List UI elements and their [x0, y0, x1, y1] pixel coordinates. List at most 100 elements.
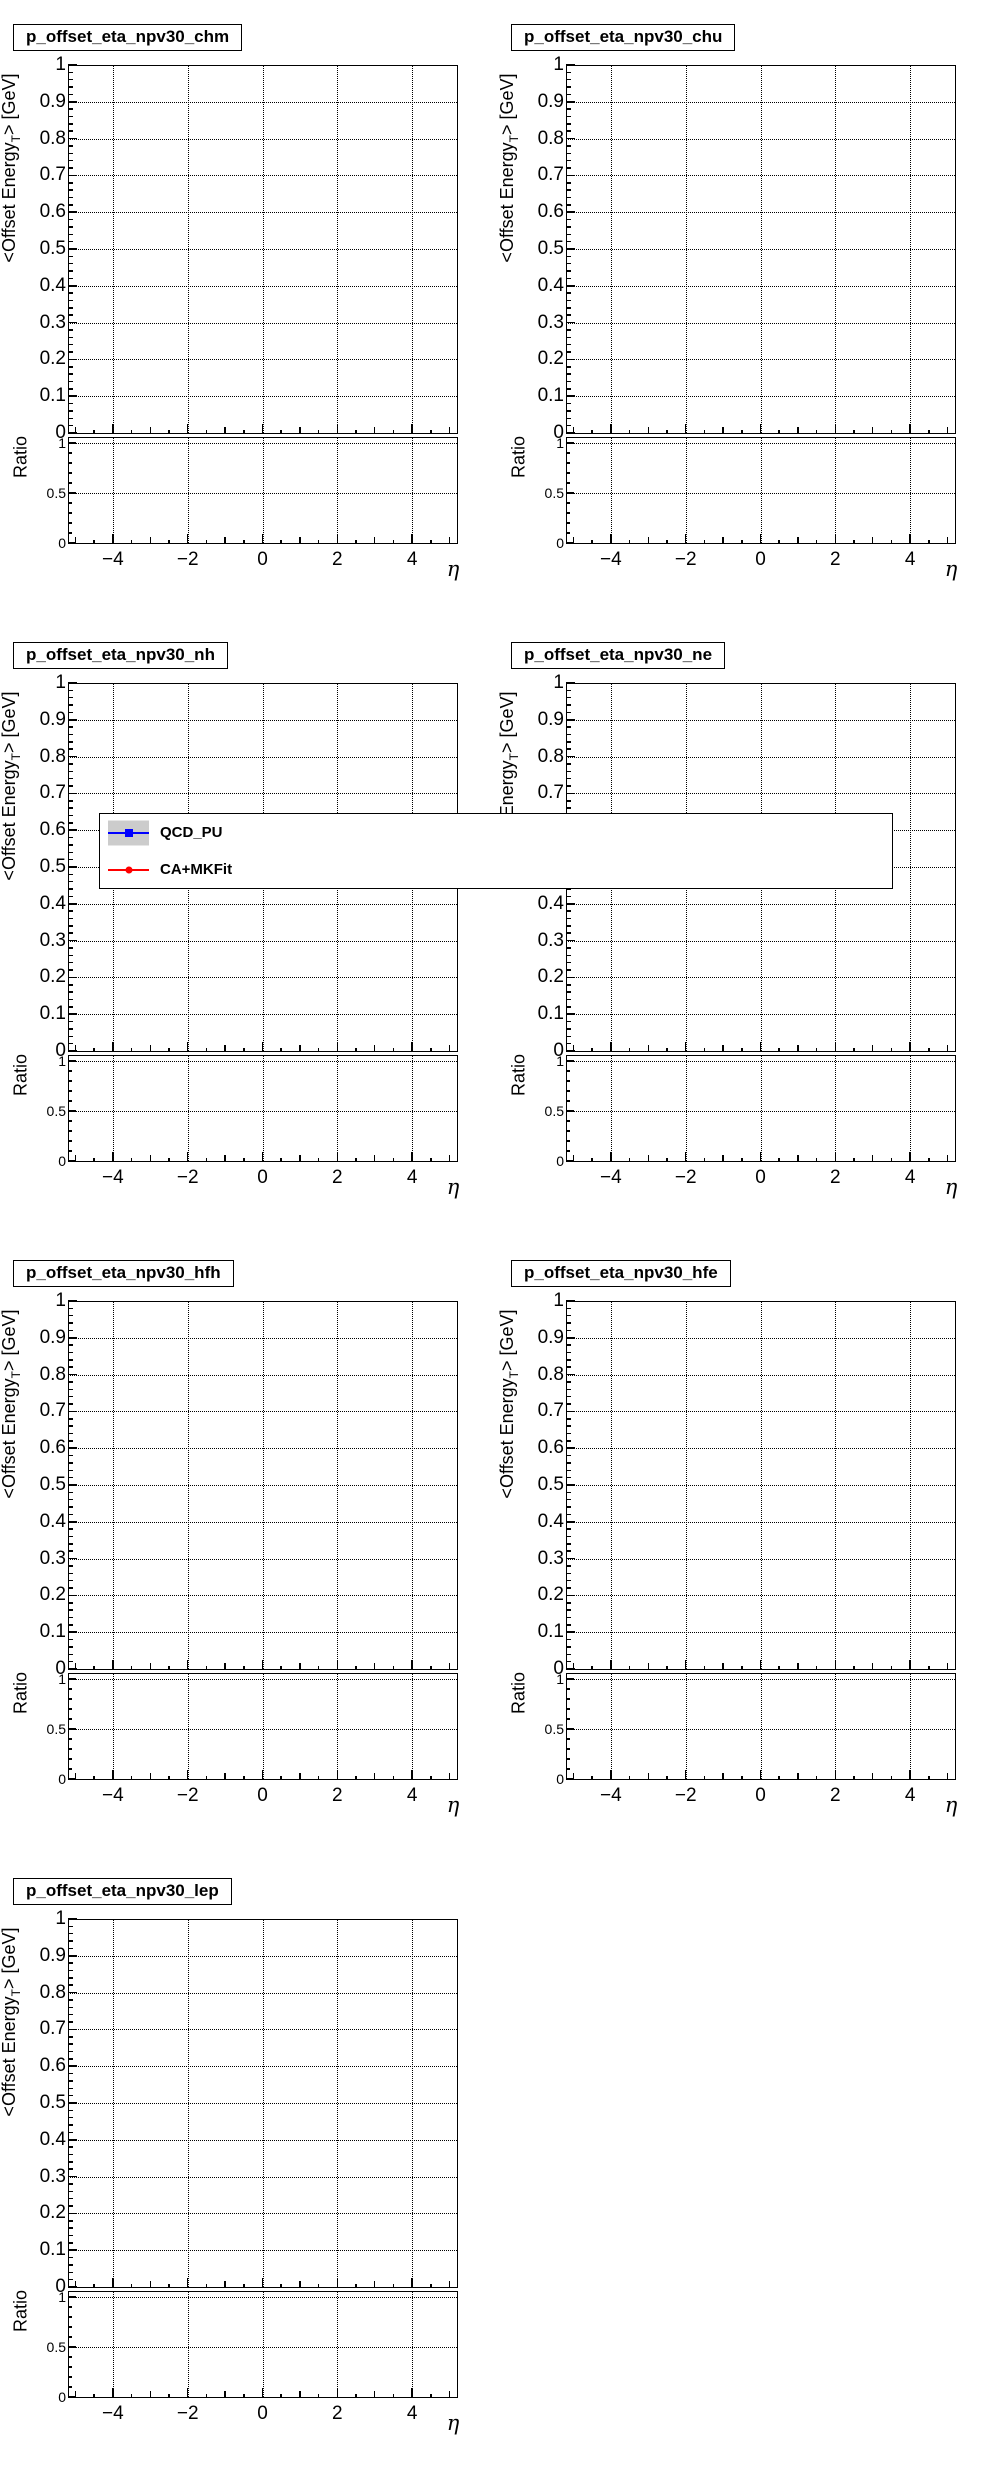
x-tick-label: −2	[674, 1167, 697, 1188]
tick-mark	[778, 1047, 780, 1051]
tick-mark	[168, 1775, 170, 1779]
tick-mark	[74, 2281, 77, 2287]
tick-mark	[778, 1665, 780, 1669]
tick-mark	[68, 2006, 73, 2009]
tick-mark	[566, 262, 571, 265]
tick-mark	[566, 888, 571, 890]
y-tick-label: 0.5	[39, 856, 66, 877]
y-tick-label: 0.4	[537, 892, 564, 914]
tick-mark	[628, 1157, 631, 1161]
tick-mark	[392, 2393, 395, 2397]
x-tick-label: −4	[102, 1785, 124, 1806]
tick-mark	[566, 1418, 571, 1420]
y-tick-label: 0.8	[537, 745, 564, 767]
tick-mark	[355, 1157, 357, 1161]
tick-mark	[68, 2021, 73, 2023]
tick-mark	[68, 777, 73, 780]
y-tick-label: 0.1	[39, 2239, 66, 2261]
tick-mark	[566, 270, 571, 272]
gridline-vertical	[760, 1055, 762, 1161]
tick-mark	[909, 1770, 911, 1779]
tick-mark	[68, 1660, 73, 1663]
tick-mark	[299, 1773, 301, 1779]
gridline-horizontal	[566, 1679, 955, 1680]
y-tick-label: 0.7	[537, 782, 564, 804]
tick-mark	[68, 2326, 72, 2328]
tick-mark	[566, 961, 571, 964]
tick-mark	[68, 984, 73, 986]
tick-mark	[566, 1410, 575, 1413]
y-tick-label: 0.2	[537, 966, 564, 988]
tick-mark	[68, 741, 73, 743]
tick-mark	[68, 2139, 77, 2141]
tick-mark	[243, 2393, 245, 2397]
tick-mark	[566, 1006, 571, 1008]
tick-mark	[566, 388, 571, 390]
tick-mark	[68, 64, 77, 66]
tick-mark	[591, 1047, 593, 1051]
gridline-horizontal	[68, 1729, 457, 1730]
tick-mark	[205, 1775, 208, 1779]
tick-mark	[853, 429, 855, 433]
tick-mark	[853, 1157, 855, 1161]
tick-mark	[68, 2116, 73, 2119]
tick-mark	[566, 1130, 570, 1132]
y-tick-label: 1	[55, 1290, 66, 1311]
tick-mark	[68, 366, 73, 368]
tick-mark	[280, 2283, 282, 2287]
tick-mark	[566, 1698, 570, 1700]
x-tick-label: −4	[600, 1785, 622, 1806]
y-tick-label: 0.9	[39, 1944, 66, 1966]
gridline-vertical	[412, 1919, 414, 2287]
tick-mark	[112, 1152, 114, 1161]
tick-mark	[411, 2278, 413, 2287]
tick-mark	[130, 2283, 133, 2287]
tick-mark	[68, 321, 77, 324]
tick-mark	[566, 380, 571, 383]
tick-mark	[666, 1775, 668, 1779]
tick-mark	[566, 1678, 574, 1680]
tick-mark	[74, 1663, 77, 1669]
tick-mark	[68, 130, 73, 132]
tick-mark	[149, 427, 152, 433]
tick-mark	[68, 424, 73, 427]
gridline-vertical	[262, 1301, 264, 1669]
gridline-vertical	[112, 1055, 114, 1161]
x-axis-title: η	[446, 1793, 460, 1817]
x-tick-label: 0	[755, 1167, 766, 1188]
tick-mark	[68, 2161, 73, 2163]
tick-mark	[130, 429, 133, 433]
y-tick-label: 0.5	[39, 1474, 66, 1495]
tick-mark	[566, 64, 575, 66]
tick-mark	[566, 255, 571, 258]
y-tick-label: 1	[553, 672, 564, 693]
tick-mark	[68, 159, 73, 162]
tick-mark	[853, 1775, 855, 1779]
x-tick-label: 0	[257, 1167, 268, 1188]
gridline-horizontal	[566, 493, 955, 494]
tick-mark	[834, 1770, 837, 1779]
main-y-axis-title: <Offset EnergyT> [GeV]	[0, 691, 23, 880]
tick-mark	[566, 939, 575, 942]
tick-mark	[778, 429, 780, 433]
tick-mark	[566, 1768, 570, 1770]
panel-title-box: p_offset_eta_npv30_hfe	[511, 1260, 731, 1287]
tick-mark	[224, 2281, 226, 2287]
x-tick-label: 4	[904, 1785, 916, 1806]
gridline-vertical	[910, 683, 912, 1051]
tick-mark	[68, 2346, 76, 2348]
ratio-tick-label: 1	[556, 1053, 564, 1069]
tick-mark	[430, 429, 432, 433]
tick-mark	[68, 1373, 77, 1376]
tick-mark	[205, 1665, 208, 1669]
tick-mark	[566, 351, 571, 353]
tick-mark	[68, 522, 72, 524]
tick-mark	[336, 1660, 339, 1669]
tick-mark	[74, 2391, 77, 2397]
tick-mark	[68, 976, 77, 979]
gridline-vertical	[610, 65, 612, 433]
tick-mark	[591, 1665, 593, 1669]
tick-mark	[68, 1768, 72, 1770]
ratio-tick-label: 0.5	[544, 1103, 564, 1119]
